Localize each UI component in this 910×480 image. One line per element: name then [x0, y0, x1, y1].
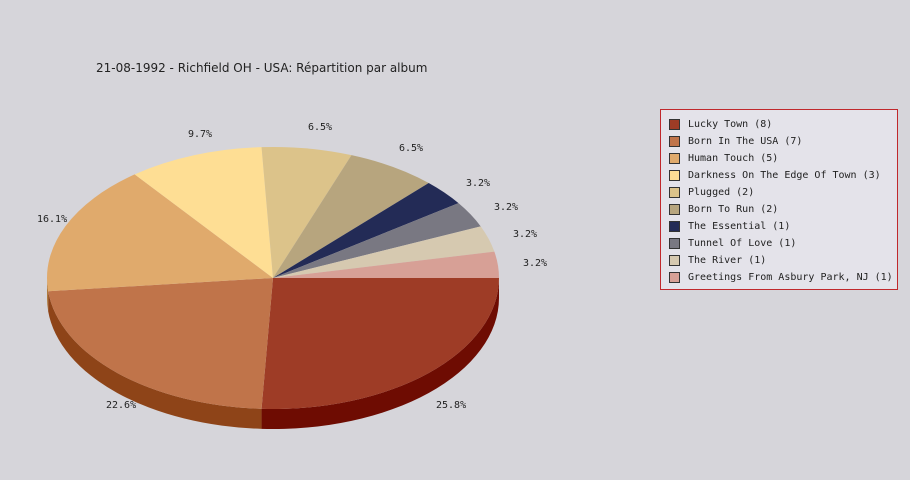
pie-top — [47, 147, 499, 409]
pie-slice-7 — [273, 203, 481, 278]
pie-side-1 — [48, 291, 262, 429]
legend-item: Born To Run (2) — [669, 201, 897, 218]
legend-swatch — [669, 187, 680, 198]
legend-label: Born To Run (2) — [688, 204, 779, 215]
slice-percent-label: 6.5% — [399, 143, 423, 154]
pie-slice-0 — [261, 278, 499, 409]
legend-label: Darkness On The Edge Of Town (3) — [688, 170, 881, 181]
slice-percent-label: 25.8% — [436, 400, 466, 411]
slice-percent-label: 9.7% — [188, 129, 212, 140]
slice-percent-label: 16.1% — [37, 214, 67, 225]
pie-slice-5 — [273, 155, 429, 278]
pie-slice-6 — [273, 183, 459, 278]
legend-swatch — [669, 255, 680, 266]
chart-title: 21-08-1992 - Richfield OH - USA: Réparti… — [96, 61, 428, 75]
pie-slice-3 — [134, 147, 273, 278]
pie-side-2 — [47, 278, 49, 312]
legend-label: Plugged (2) — [688, 187, 755, 198]
legend-swatch — [669, 221, 680, 232]
legend-swatch — [669, 153, 680, 164]
legend-swatch — [669, 272, 680, 283]
legend-swatch — [669, 119, 680, 130]
slice-percent-label: 3.2% — [513, 229, 537, 240]
slice-percent-label: 6.5% — [308, 122, 332, 133]
legend-item: Darkness On The Edge Of Town (3) — [669, 167, 897, 184]
legend-label: Tunnel Of Love (1) — [688, 238, 797, 249]
pie-slice-8 — [273, 226, 495, 278]
slice-percent-label: 3.2% — [523, 258, 547, 269]
slice-percent-label: 22.6% — [106, 400, 136, 411]
slice-percent-label: 3.2% — [494, 202, 518, 213]
legend: Lucky Town (8) Born In The USA (7) Human T… — [660, 109, 898, 290]
legend-swatch — [669, 238, 680, 249]
pie-slice-9 — [273, 251, 499, 278]
slice-percent-label: 3.2% — [466, 178, 490, 189]
legend-label: Born In The USA (7) — [688, 136, 803, 147]
legend-label: Lucky Town (8) — [688, 119, 773, 130]
legend-label: The River (1) — [688, 255, 767, 266]
legend-label: Greetings From Asbury Park, NJ (1) — [688, 272, 893, 283]
legend-item: The Essential (1) — [669, 218, 897, 235]
pie-side-0 — [261, 278, 499, 429]
legend-swatch — [669, 170, 680, 181]
pie-slice-2 — [47, 174, 273, 292]
pie-sides — [47, 278, 499, 429]
legend-item: Born In The USA (7) — [669, 133, 897, 150]
legend-item: The River (1) — [669, 252, 897, 269]
legend-item: Plugged (2) — [669, 184, 897, 201]
legend-swatch — [669, 204, 680, 215]
legend-label: The Essential (1) — [688, 221, 791, 232]
legend-swatch — [669, 136, 680, 147]
pie-labels: 25.8% 22.6% 16.1% 9.7% 6.5% 6.5% 3.2% 3.2% 3.2% 3… — [37, 122, 547, 411]
legend-item: Human Touch (5) — [669, 150, 897, 167]
pie-slice-4 — [261, 147, 352, 278]
legend-item: Greetings From Asbury Park, NJ (1) — [669, 269, 897, 286]
legend-item: Tunnel Of Love (1) — [669, 235, 897, 252]
legend-label: Human Touch (5) — [688, 153, 779, 164]
legend-item: Lucky Town (8) — [669, 116, 897, 133]
pie-slice-1 — [48, 278, 274, 409]
